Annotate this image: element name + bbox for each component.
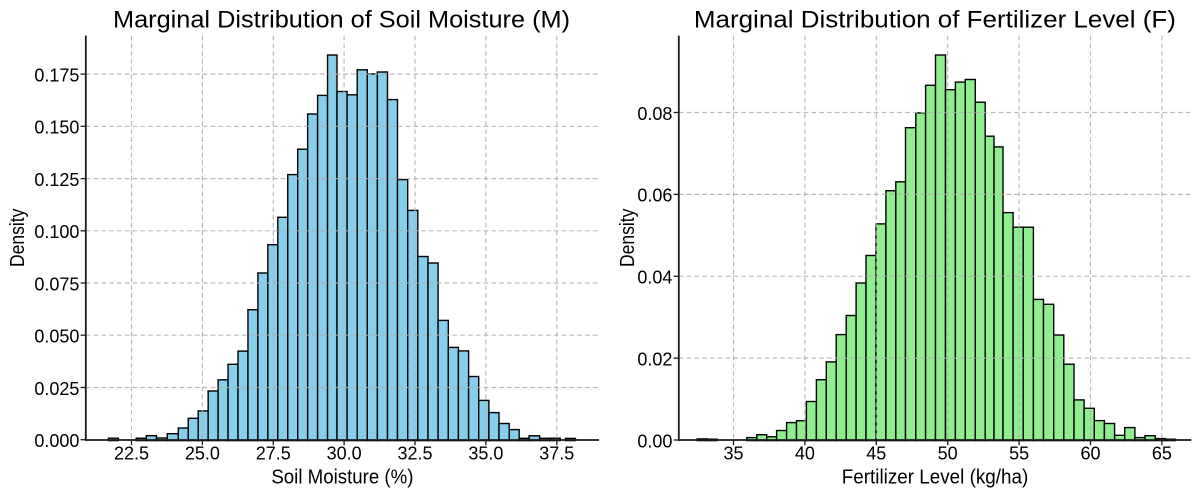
svg-text:0.06: 0.06 (637, 186, 672, 206)
svg-text:0.00: 0.00 (637, 431, 672, 451)
svg-text:0.100: 0.100 (34, 222, 79, 242)
svg-text:25.0: 25.0 (185, 443, 220, 463)
svg-text:Density: Density (6, 208, 29, 267)
svg-text:0.075: 0.075 (34, 274, 79, 294)
svg-text:30.0: 30.0 (327, 443, 362, 463)
svg-text:Fertilizer Level (kg/ha): Fertilizer Level (kg/ha) (842, 466, 1029, 489)
svg-text:35: 35 (723, 443, 743, 463)
svg-text:0.025: 0.025 (34, 379, 79, 399)
svg-text:0.08: 0.08 (637, 104, 672, 124)
svg-text:0.050: 0.050 (34, 327, 79, 347)
svg-text:0.04: 0.04 (637, 268, 672, 288)
svg-text:0.150: 0.150 (34, 118, 79, 138)
svg-text:0.000: 0.000 (34, 431, 79, 451)
svg-text:Density: Density (616, 208, 639, 267)
svg-text:55: 55 (1009, 443, 1029, 463)
svg-text:35.0: 35.0 (468, 443, 503, 463)
svg-text:45: 45 (866, 443, 886, 463)
svg-text:0.02: 0.02 (637, 349, 672, 369)
svg-text:Soil Moisture (%): Soil Moisture (%) (271, 466, 413, 489)
svg-text:Marginal Distribution of Ferti: Marginal Distribution of Fertilizer Leve… (694, 6, 1176, 33)
svg-text:37.5: 37.5 (539, 443, 574, 463)
svg-text:0.125: 0.125 (34, 170, 79, 190)
svg-text:40: 40 (795, 443, 815, 463)
svg-text:Marginal Distribution of Soil: Marginal Distribution of Soil Moisture (… (113, 6, 570, 33)
svg-text:32.5: 32.5 (397, 443, 432, 463)
svg-text:22.5: 22.5 (114, 443, 149, 463)
svg-text:50: 50 (938, 443, 958, 463)
svg-text:65: 65 (1152, 443, 1172, 463)
svg-text:0.175: 0.175 (34, 65, 79, 85)
svg-text:27.5: 27.5 (256, 443, 291, 463)
svg-text:60: 60 (1080, 443, 1100, 463)
